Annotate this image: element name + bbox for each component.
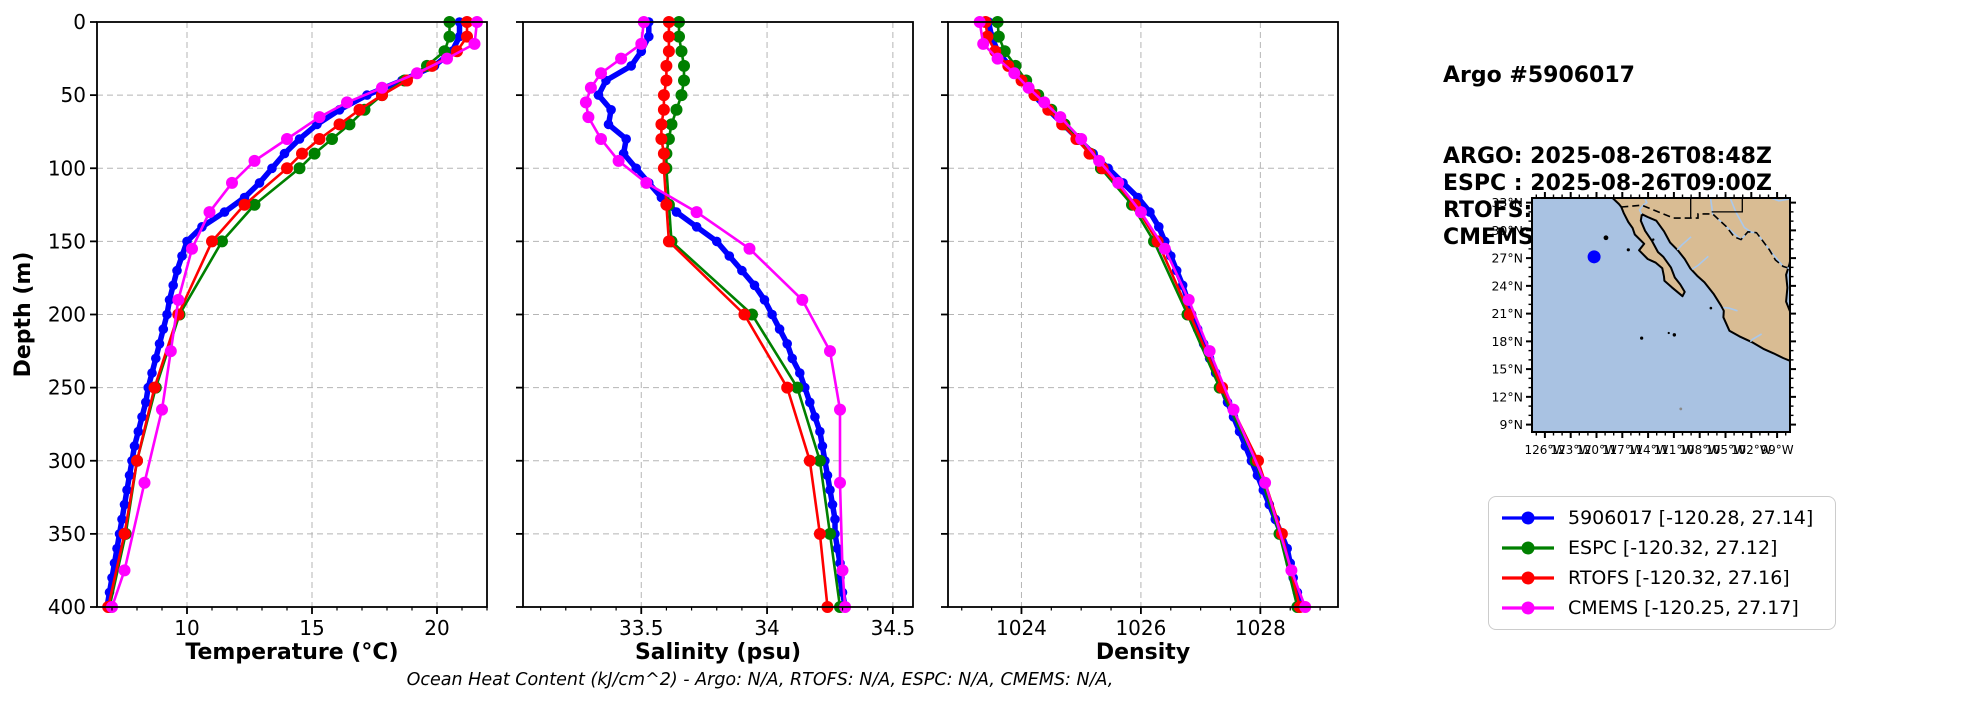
series-RTOFS: [102, 16, 473, 613]
panel-salinity-psu-: 33.5 34 34.5 Salinity (psu): [516, 16, 915, 665]
legend-item: ESPC [-120.32, 27.12]: [1499, 533, 1835, 563]
svg-text:30°N: 30°N: [1491, 223, 1523, 238]
float-title: Argo #5906017: [1443, 63, 1635, 88]
svg-text:18°N: 18°N: [1491, 334, 1523, 349]
legend-item: CMEMS [-120.25, 27.17]: [1499, 593, 1835, 623]
series-CMEMS: [973, 16, 1312, 613]
svg-text:21°N: 21°N: [1491, 306, 1523, 321]
svg-text:150: 150: [48, 229, 86, 253]
legend-item: RTOFS [-120.32, 27.16]: [1499, 563, 1835, 593]
model-timestamp-line: ESPC : 2025-08-26T09:00Z: [1443, 171, 1772, 196]
svg-text:100: 100: [48, 156, 86, 180]
legend-item-label: ESPC [-120.32, 27.12]: [1568, 537, 1778, 559]
svg-text:Depth (m): Depth (m): [11, 252, 36, 378]
svg-text:Salinity (psu): Salinity (psu): [635, 640, 801, 665]
svg-text:102°W: 102°W: [1731, 443, 1772, 457]
island-dot: [1667, 331, 1670, 335]
legend-marker-icon: [1502, 541, 1554, 555]
svg-text:111°W: 111°W: [1654, 443, 1695, 457]
legend-item-label: CMEMS [-120.25, 27.17]: [1568, 597, 1799, 619]
float-position-marker: [1587, 250, 1601, 264]
profile-plots: 10 15 20050100150200250300350400Temperatur…: [11, 10, 1339, 665]
map-area: [1532, 198, 1790, 432]
location-map-wrap: 33°N 30°N 27°N 24°N 21°N 18°N 15°N 12°N 9°N 126°W…: [1450, 185, 1845, 484]
svg-text:99°W: 99°W: [1761, 443, 1794, 457]
svg-text:350: 350: [48, 522, 86, 546]
svg-text:108°W: 108°W: [1679, 443, 1720, 457]
svg-text:114°W: 114°W: [1628, 443, 1669, 457]
svg-text:20: 20: [424, 616, 449, 640]
island-dot: [1672, 333, 1677, 337]
svg-text:15: 15: [299, 616, 324, 640]
svg-text:33.5: 33.5: [619, 616, 664, 640]
map-legend: 5906017 [-120.28, 27.14] ESPC [-120.32, 2…: [1488, 496, 1836, 630]
svg-text:27°N: 27°N: [1491, 251, 1523, 266]
panel-temperature-c-: 10 15 20050100150200250300350400Temperatur…: [11, 10, 488, 665]
river-line: [1729, 198, 1753, 234]
island-dot: [1652, 238, 1655, 241]
svg-text:9°N: 9°N: [1499, 417, 1523, 432]
island-dot: [1709, 306, 1713, 310]
svg-text:400: 400: [48, 595, 86, 619]
svg-text:0: 0: [73, 10, 86, 34]
legend-marker-icon: [1502, 601, 1554, 615]
coastline: [1611, 198, 1790, 362]
svg-text:117°W: 117°W: [1602, 443, 1643, 457]
svg-text:123°W: 123°W: [1550, 443, 1591, 457]
river-line: [1749, 333, 1763, 343]
legend-item-label: RTOFS [-120.32, 27.16]: [1568, 567, 1790, 589]
svg-text:300: 300: [48, 449, 86, 473]
river-line: [1638, 198, 1648, 215]
svg-text:120°W: 120°W: [1576, 443, 1617, 457]
svg-text:250: 250: [48, 376, 86, 400]
location-map: 33°N 30°N 27°N 24°N 21°N 18°N 15°N 12°N 9°N126°W…: [1491, 192, 1796, 457]
svg-text:34: 34: [754, 616, 779, 640]
legend-marker-icon: [1502, 511, 1554, 525]
legend-item: 5906017 [-120.28, 27.14]: [1499, 503, 1835, 533]
svg-text:1028: 1028: [1235, 616, 1286, 640]
svg-text:33°N: 33°N: [1491, 195, 1523, 210]
svg-text:1024: 1024: [996, 616, 1047, 640]
svg-text:Temperature (°C): Temperature (°C): [185, 640, 398, 665]
island-dot: [1626, 248, 1630, 252]
series-CMEMS: [579, 16, 852, 613]
svg-text:15°N: 15°N: [1491, 362, 1523, 377]
river-line: [1723, 306, 1738, 312]
legend-marker-icon: [1502, 571, 1554, 585]
river-line: [1691, 255, 1709, 270]
svg-text:12°N: 12°N: [1491, 389, 1523, 404]
svg-text:Density: Density: [1096, 640, 1190, 665]
svg-text:105°W: 105°W: [1705, 443, 1746, 457]
svg-text:10: 10: [174, 616, 199, 640]
svg-text:50: 50: [61, 83, 86, 107]
legend-item-label: 5906017 [-120.28, 27.14]: [1568, 507, 1814, 529]
panel-density: 1024 1026 1028 Density: [941, 16, 1339, 665]
island-dot: [1603, 235, 1609, 241]
island-dot: [1640, 336, 1644, 340]
model-timestamp-line: ARGO: 2025-08-26T08:48Z: [1443, 144, 1772, 169]
svg-text:34.5: 34.5: [871, 616, 916, 640]
river-line: [1676, 236, 1692, 251]
svg-text:126°W: 126°W: [1525, 443, 1566, 457]
svg-text:24°N: 24°N: [1491, 278, 1523, 293]
svg-text:1026: 1026: [1115, 616, 1166, 640]
river-line: [1709, 198, 1790, 270]
svg-text:200: 200: [48, 303, 86, 327]
ohc-footer: Ocean Heat Content (kJ/cm^2) - Argo: N/A…: [406, 670, 1114, 690]
